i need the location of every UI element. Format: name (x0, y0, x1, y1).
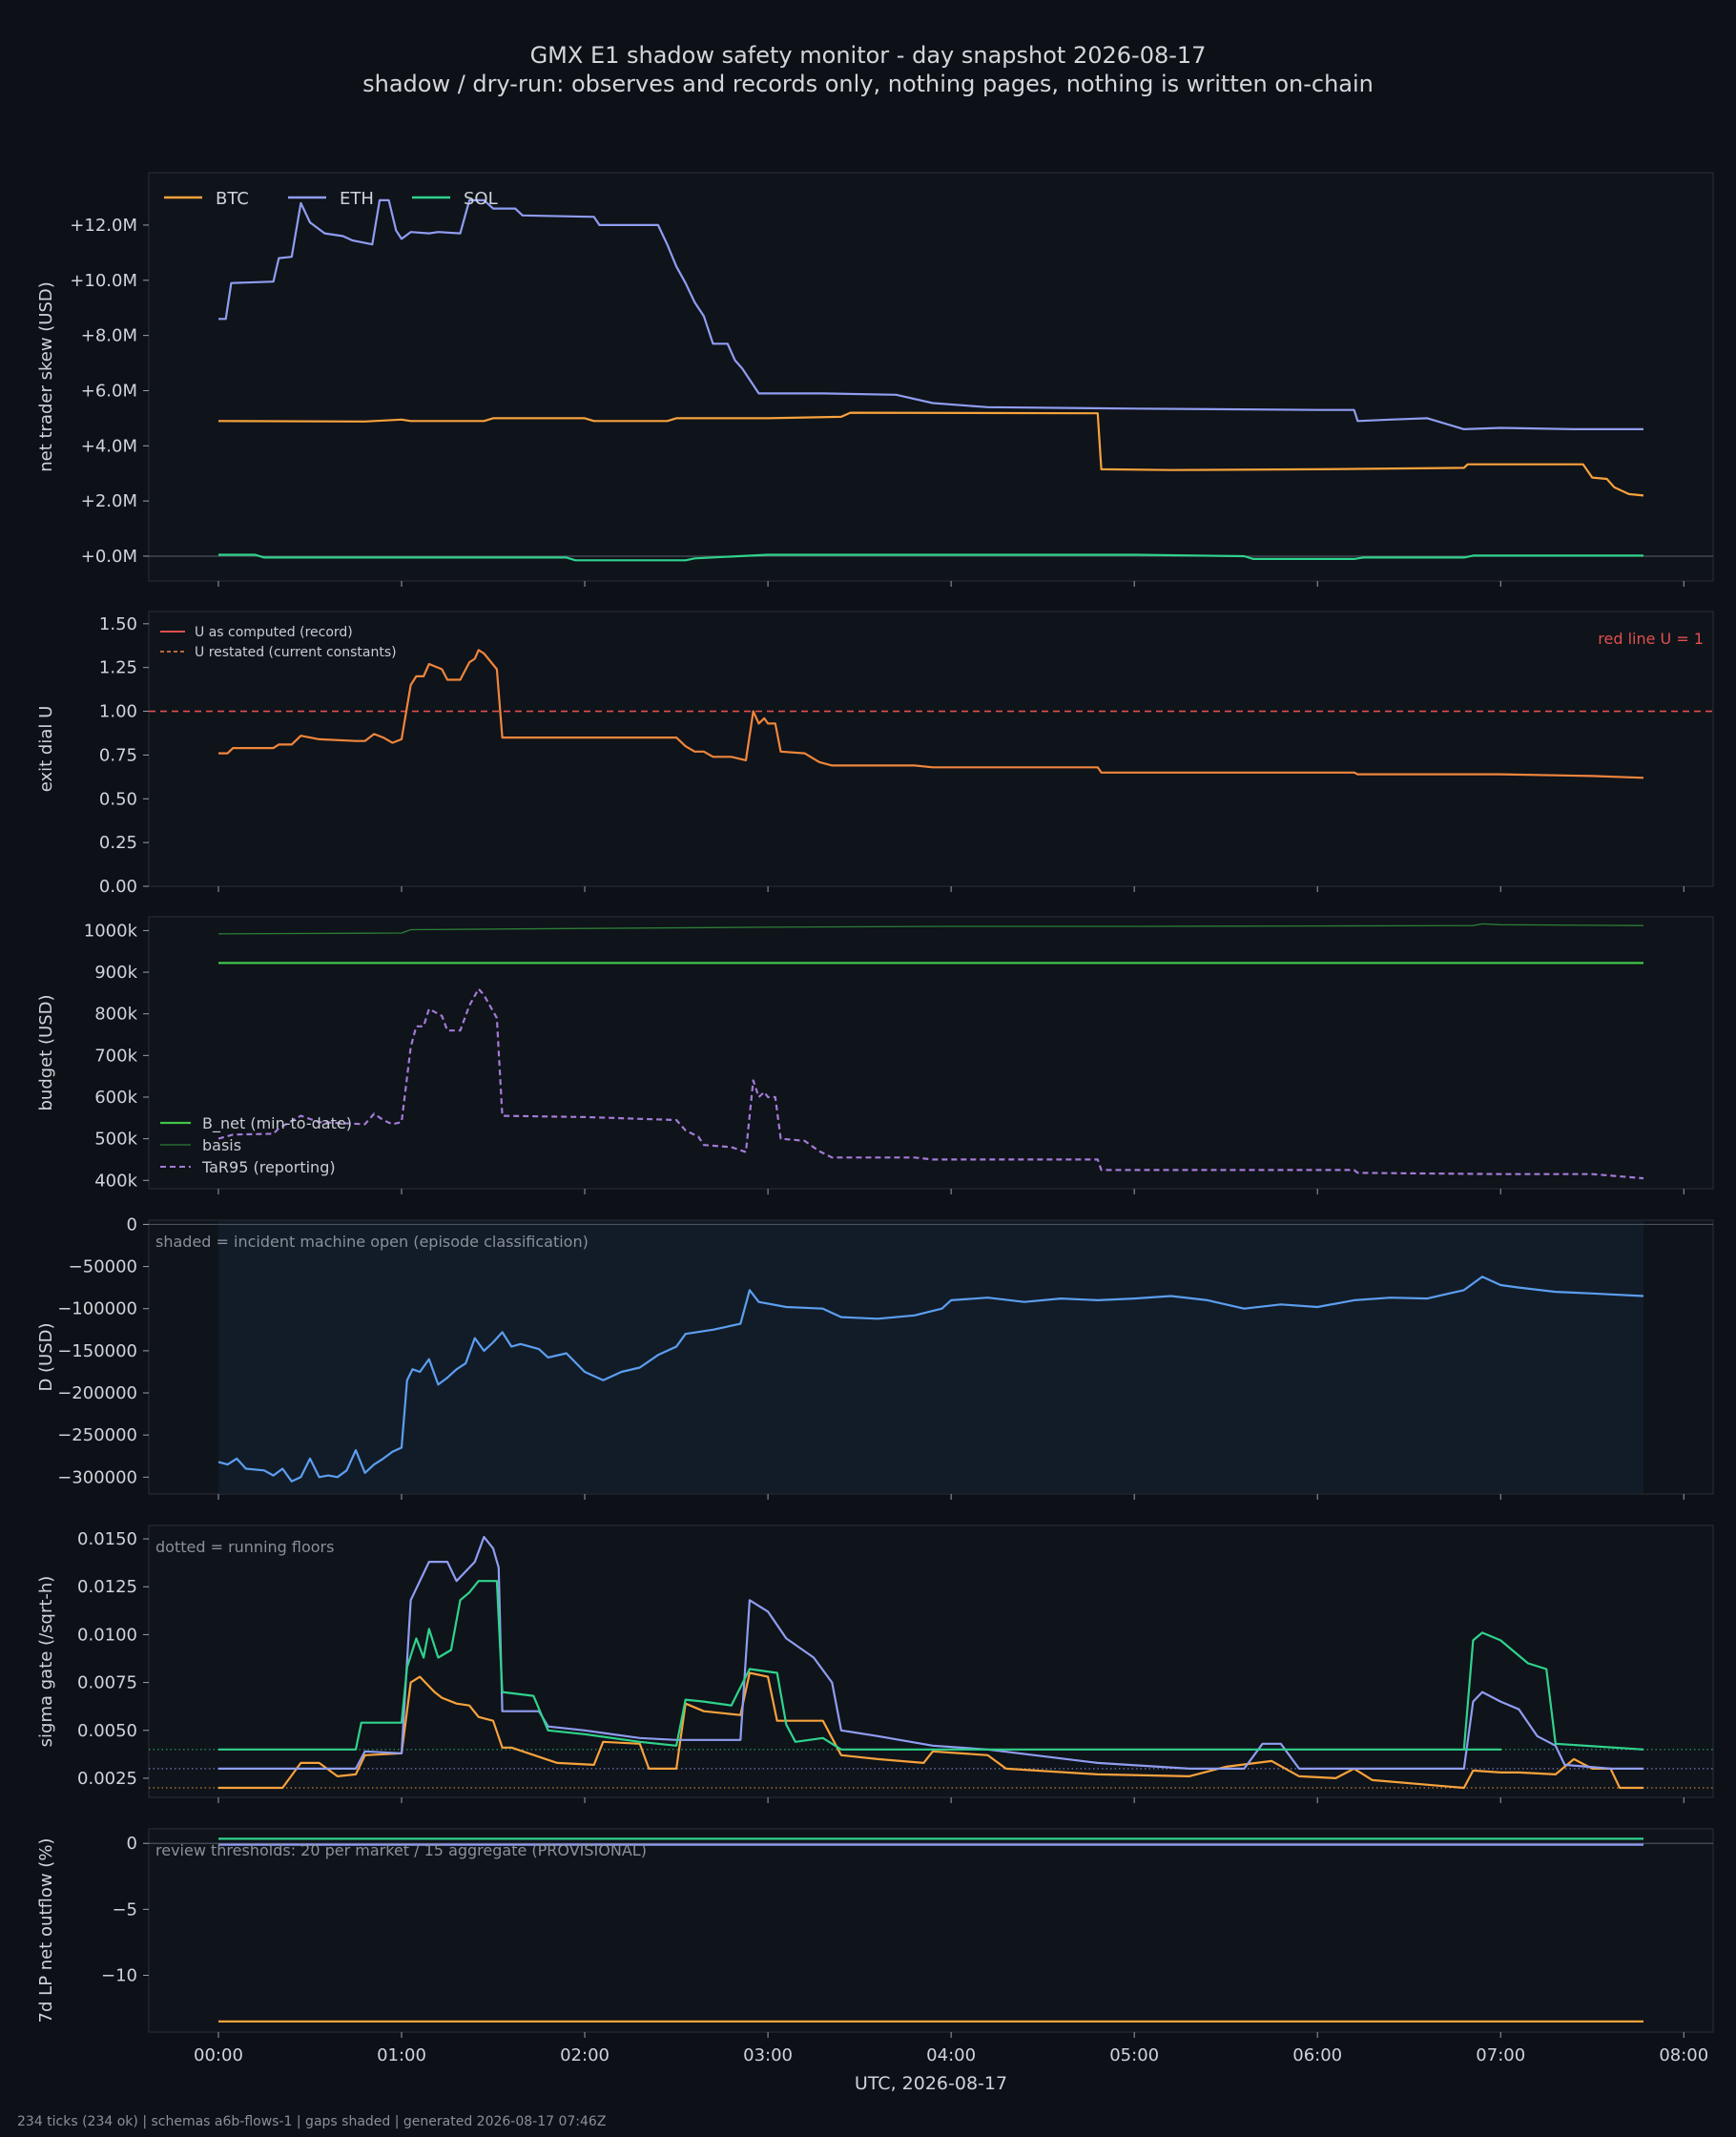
panel-lp_outflow: −10 −5 0 7d LP net outflow (%) review thresh… (36, 1828, 1714, 2038)
y-tick-label: 400k (94, 1171, 137, 1191)
y-tick-label: 500k (94, 1130, 137, 1150)
y-tick-label: 0.0125 (77, 1577, 137, 1597)
page-title: GMX E1 shadow safety monitor - day snaps… (529, 42, 1207, 69)
series-d (217, 1276, 1644, 1483)
y-tick-label: 1.50 (99, 614, 137, 634)
y-tick-label: 0.0075 (77, 1673, 137, 1693)
annotation: review thresholds: 20 per market / 15 ag… (155, 1841, 647, 1859)
y-axis-label: D (USD) (36, 1322, 56, 1391)
y-tick-label: 800k (94, 1005, 137, 1025)
legend-label: SOL (464, 189, 498, 209)
footer-status: 234 ticks (234 ok) | schemas a6b-flows-1… (17, 2114, 607, 2129)
y-tick-label: 0.0150 (77, 1529, 137, 1549)
y-tick-label: +8.0M (81, 326, 137, 346)
y-tick-label: −150000 (57, 1341, 137, 1361)
series-sol (218, 553, 1643, 562)
series-basis (217, 923, 1644, 935)
y-tick-label: 600k (94, 1088, 137, 1108)
y-axis-label: net trader skew (USD) (36, 281, 56, 472)
x-tick-label: 04:00 (926, 2045, 976, 2065)
series-tar95 (217, 987, 1644, 1180)
series-sol (218, 1580, 1644, 1751)
y-tick-label: 0 (127, 1834, 137, 1854)
y-tick-label: 0.75 (99, 745, 137, 765)
x-tick-label: 02:00 (560, 2045, 610, 2065)
y-tick-label: +0.0M (81, 547, 137, 567)
x-tick-label: 05:00 (1109, 2045, 1159, 2065)
panel-frame (148, 172, 1714, 582)
y-tick-label: 0.0050 (77, 1721, 137, 1741)
x-tick-label: 00:00 (194, 2045, 243, 2065)
y-tick-label: 900k (94, 963, 137, 983)
y-tick-label: 1000k (84, 921, 138, 941)
panel-frame (148, 1828, 1714, 2033)
y-tick-label: 700k (94, 1046, 137, 1066)
annotation: dotted = running floors (155, 1538, 334, 1556)
y-tick-label: +6.0M (81, 381, 137, 401)
panel-frame (148, 611, 1714, 887)
x-tick-label: 01:00 (377, 2045, 426, 2065)
x-tick-label: 07:00 (1476, 2045, 1525, 2065)
y-tick-label: 0.0025 (77, 1769, 137, 1789)
y-tick-label: 1.00 (99, 702, 137, 722)
legend-label: U as computed (record) (195, 625, 353, 640)
y-tick-label: 0.0100 (77, 1625, 137, 1645)
annotation: red line U = 1 (1598, 630, 1704, 648)
y-tick-label: 0.50 (99, 789, 137, 809)
y-tick-label: 1.25 (99, 658, 137, 678)
x-tick-label: 03:00 (743, 2045, 793, 2065)
y-axis-label: sigma gate (/sqrt-h) (36, 1576, 56, 1748)
legend-label: U restated (current constants) (195, 645, 397, 660)
y-axis-label: budget (USD) (36, 994, 56, 1110)
y-axis-label: exit dial U (36, 706, 56, 793)
legend-label: ETH (340, 189, 374, 209)
panel-budget: 400k 500k 600k 700k 800k 900k 1000k budget (USD… (36, 916, 1714, 1194)
y-tick-label: −100000 (57, 1299, 137, 1319)
x-axis-label: UTC, 2026-08-17 (855, 2073, 1007, 2094)
series-btc (217, 411, 1644, 497)
y-tick-label: +2.0M (81, 491, 137, 511)
series-eth (218, 198, 1643, 430)
annotation: shaded = incident machine open (episode … (155, 1233, 589, 1251)
legend-label: BTC (216, 189, 249, 209)
y-tick-label: −200000 (57, 1383, 137, 1403)
series-eth (218, 1535, 1643, 1770)
y-tick-label: −50000 (69, 1257, 137, 1277)
legend-label: B_net (min-to-date) (202, 1114, 352, 1133)
series-u (218, 649, 1644, 779)
panel-sigma_gate: 0.0025 0.0050 0.0075 0.0100 0.0125 0.0150 sigm… (36, 1525, 1714, 1803)
x-tick-label: 08:00 (1659, 2045, 1708, 2065)
y-tick-label: +10.0M (70, 271, 137, 291)
x-tick-label: 06:00 (1292, 2045, 1342, 2065)
y-axis-label: 7d LP net outflow (%) (36, 1838, 56, 2023)
y-tick-label: −10 (101, 1966, 137, 1986)
y-tick-label: 0 (127, 1214, 137, 1234)
panel-d_usd: −300000 −250000 −200000 −150000 −100000 −5000… (36, 1214, 1714, 1500)
panel-frame (148, 916, 1714, 1190)
y-tick-label: +4.0M (81, 436, 137, 456)
y-tick-label: −300000 (57, 1467, 137, 1487)
incident-shade (217, 1221, 1644, 1493)
legend-label: TaR95 (reporting) (201, 1158, 336, 1176)
panel-skew: +0.0M +2.0M +4.0M +6.0M +8.0M +10.0M +12.0M net… (36, 172, 1714, 587)
y-tick-label: 0.25 (99, 833, 137, 853)
y-tick-label: −5 (112, 1899, 137, 1919)
page-subtitle: shadow / dry-run: observes and records o… (362, 71, 1374, 97)
panel-frame (148, 1525, 1714, 1798)
legend-label: basis (202, 1136, 241, 1154)
y-tick-label: −250000 (57, 1425, 137, 1445)
series-btc (218, 1671, 1643, 1790)
y-tick-label: 0.00 (99, 877, 137, 897)
y-tick-label: +12.0M (70, 216, 137, 236)
panel-exit_dial: 0.00 0.25 0.50 0.75 1.00 1.25 1.50 exit dial U r… (36, 611, 1714, 897)
